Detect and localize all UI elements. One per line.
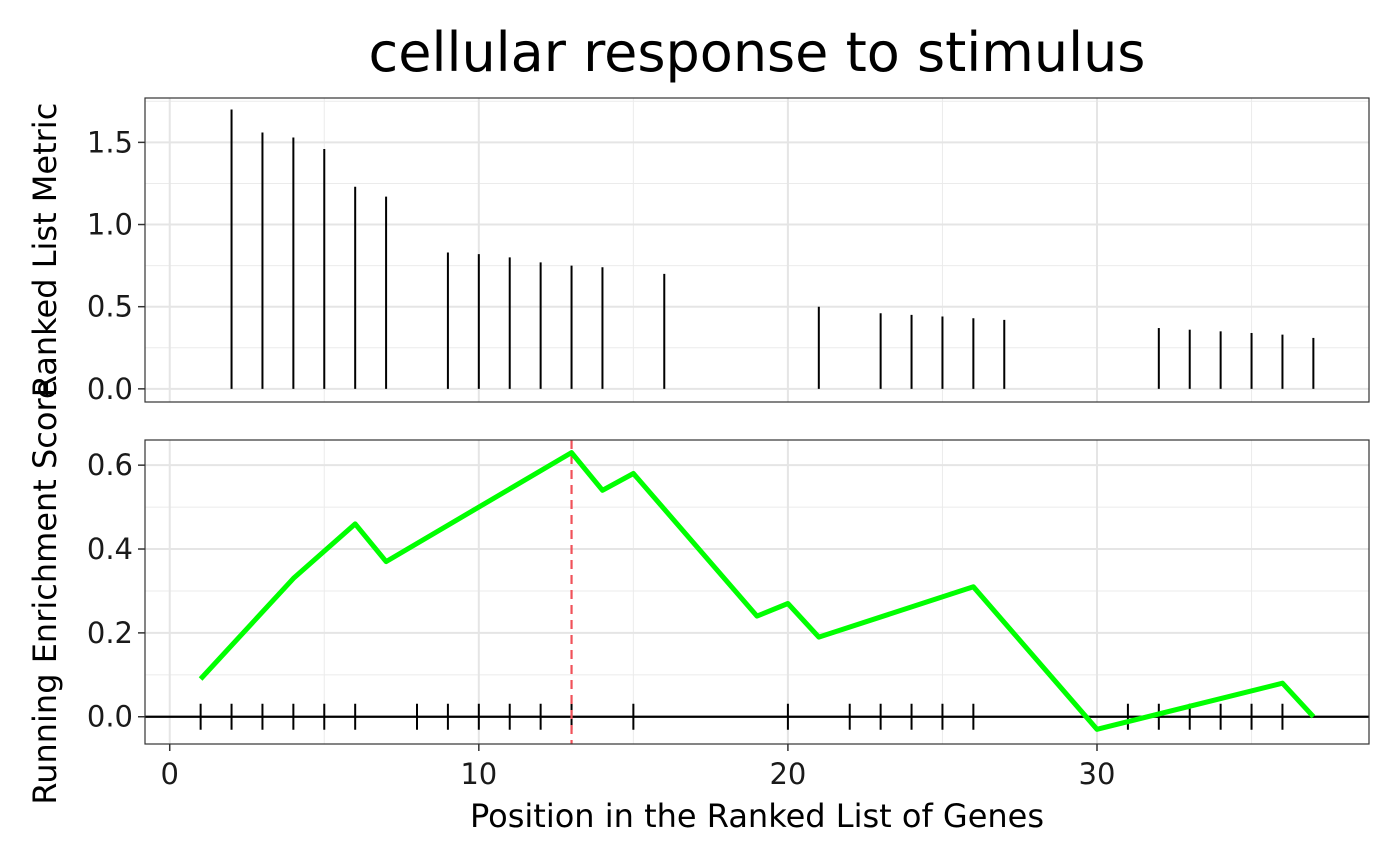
ranked-metric-panel-border [144, 97, 1370, 403]
running-score-panel-border [144, 439, 1370, 745]
chart-title: cellular response to stimulus [369, 21, 1146, 84]
ranked-metric-panel: 0.0 0.5 1.0 1.5 [87, 97, 1370, 406]
x-axis-title: Position in the Ranked List of Genes [470, 797, 1044, 835]
ranked-metric-y-tick-label: 0.5 [87, 290, 133, 324]
ranked-metric-y-tick-label: 0.0 [87, 372, 133, 406]
running-score-y-tick-label: 0.0 [87, 700, 133, 734]
running-score-background [145, 440, 1369, 744]
running-score-y-axis-title: Running Enrichment Score [26, 379, 64, 804]
running-score-panel: 0.0 0.2 0.4 0.6 0 10 20 30 [87, 439, 1370, 791]
x-tick-label: 30 [1079, 757, 1116, 791]
ranked-metric-y-tick-label: 1.5 [87, 125, 133, 159]
running-score-line [198, 450, 1316, 732]
x-tick-label: 0 [161, 757, 179, 791]
running-score-y-tick-label: 0.4 [87, 532, 133, 566]
running-score-y-tick-label: 0.2 [87, 616, 133, 650]
ranked-metric-y-axis-title: Ranked List Metric [26, 103, 64, 398]
ranked-metric-y-tick-label: 1.0 [87, 208, 133, 242]
running-score-y-tick-label: 0.6 [87, 448, 133, 482]
x-tick-label: 10 [460, 757, 497, 791]
x-tick-label: 20 [769, 757, 806, 791]
ranked-metric-background [145, 98, 1369, 402]
